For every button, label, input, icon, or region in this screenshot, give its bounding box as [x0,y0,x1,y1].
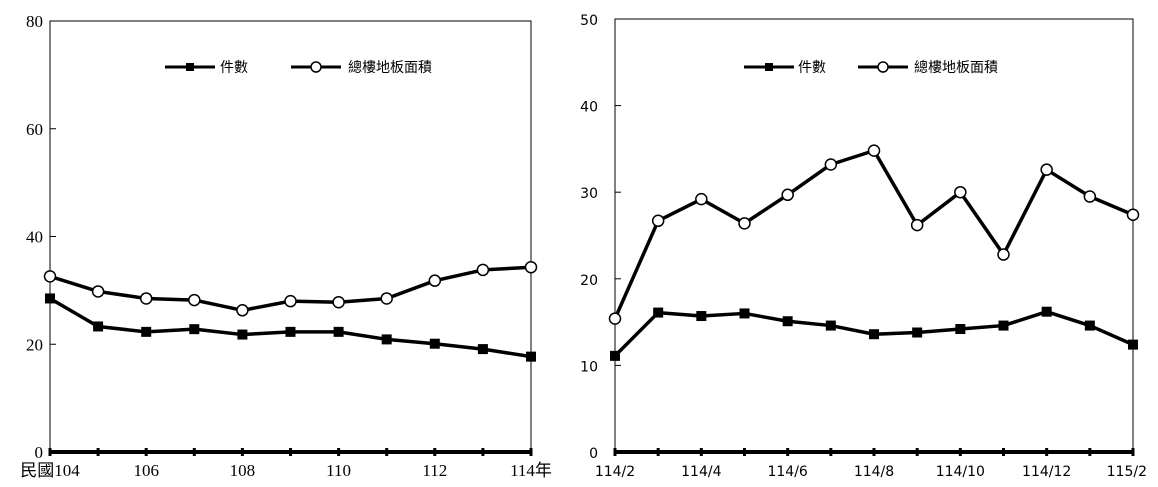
data-point [524,260,538,274]
data-point [237,329,248,340]
data-point [477,344,488,355]
data-point [954,185,967,199]
plot-frame [49,20,532,453]
data-point [93,321,104,332]
x-tick-label: 110 [326,461,351,480]
data-point [43,270,57,283]
x-tick-label: 114/10 [936,464,985,480]
data-point [45,293,55,304]
y-tick-label: 0 [589,446,598,462]
y-tick-label: 30 [580,186,598,202]
data-point [608,312,622,325]
y-tick-label: 50 [580,13,598,29]
x-tick-label: 114/6 [767,464,807,480]
legend-marker [310,61,322,73]
data-point [867,144,881,157]
data-point [997,248,1010,261]
data-point [91,285,105,298]
legend-marker [877,61,889,73]
y-tick-label: 40 [580,100,598,116]
legend-label: 總樓地板面積 [914,59,998,76]
data-point [653,307,664,318]
x-tick-label: 114/2 [595,464,635,480]
data-point [476,263,490,277]
series-line-floor-area [613,148,1134,320]
data-point [381,334,392,345]
data-point [739,308,750,319]
y-tick-label: 0 [35,443,44,462]
data-point [782,316,793,327]
data-point [1083,190,1097,203]
data-point [910,218,924,232]
data-point [188,293,201,307]
data-point [189,324,200,335]
data-point [912,327,923,338]
x-tick-label: 民國104 [20,461,80,480]
y-tick-label: 80 [26,12,43,31]
y-tick-label: 60 [26,120,43,139]
data-point [1040,163,1053,176]
data-point [651,214,665,228]
data-point [998,320,1009,331]
data-point [1084,320,1095,331]
x-tick-label: 106 [133,461,159,480]
legend-item: 件數 [165,60,248,76]
data-point [1126,208,1140,221]
data-point [1041,306,1052,317]
data-point [526,351,536,362]
plot-frame [614,18,1134,453]
x-tick-label: 115/2 [1107,464,1147,480]
legend-item: 總樓地板面積 [858,59,998,76]
y-tick-label: 40 [26,228,43,247]
legend-item: 件數 [744,60,826,76]
data-point [738,217,751,230]
legend: 件數 總樓地板面積 [165,59,432,76]
data-point [284,294,297,308]
data-point [236,304,249,317]
data-point [781,188,794,202]
legend-marker [186,63,194,71]
data-point [332,295,345,309]
data-point [695,192,708,206]
chart-1: 0 20 40 60 80 民國104 106 108 110 112 114年 件數 總樓地板面積 [20,12,552,480]
chart-2: 0 10 20 30 40 50 114/2 114/4 114/6 114/8 114/10 114… [580,13,1147,480]
x-tick-label: 114/8 [854,464,894,480]
data-point [428,274,442,287]
legend-item: 總樓地板面積 [291,59,432,76]
x-tick-label: 114/4 [681,464,721,480]
data-point [141,326,152,337]
data-point [380,292,393,305]
data-point [824,158,838,171]
data-point [333,326,344,337]
data-point [955,324,966,335]
y-tick-label: 20 [580,273,598,289]
x-tick-label: 112 [422,461,447,480]
data-point [696,311,707,322]
legend-label: 件數 [220,60,248,76]
y-tick-label: 20 [26,335,43,354]
legend-label: 總樓地板面積 [348,59,432,76]
x-tick-label: 114/12 [1022,464,1071,480]
data-point [825,320,836,331]
y-tick-label: 10 [580,359,598,375]
legend-label: 件數 [798,60,826,76]
data-point [1128,339,1138,350]
data-point [869,329,879,340]
x-tick-label: 108 [230,461,256,480]
data-point [610,350,620,361]
x-tick-label: 114年 [510,461,552,480]
data-point [429,338,440,349]
data-point [139,292,153,305]
legend-marker [765,63,773,71]
legend: 件數 總樓地板面積 [744,59,998,76]
data-point [285,326,296,337]
